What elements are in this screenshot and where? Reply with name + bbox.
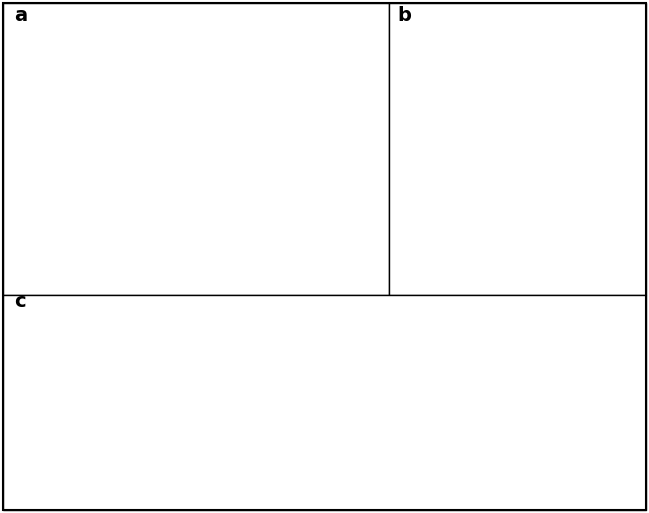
Bar (77, 476, 104, 492)
Text: a: a (14, 6, 27, 25)
Text: c: c (331, 400, 337, 410)
Bar (3, 3, 389, 295)
Text: c: c (14, 292, 26, 311)
Text: : p-PSMS reacted with Trx: : p-PSMS reacted with Trx (349, 452, 484, 462)
Bar (168, 476, 195, 492)
Text: b: b (397, 6, 411, 25)
Text: : c-PSMS activated with EDC: : c-PSMS activated with EDC (349, 374, 499, 384)
Y-axis label: Unbinding Volatge (V): Unbinding Volatge (V) (25, 351, 36, 465)
Bar (260, 477, 287, 492)
Text: Not measurable: Not measurable (193, 313, 262, 322)
Text: b: b (331, 374, 338, 384)
Bar (3, 295, 646, 510)
Text: d: d (331, 426, 338, 436)
Bar (122, 476, 150, 492)
Text: : c-PSMS activated with EDC, NHS, and Peptide: : c-PSMS activated with EDC, NHS, and Pe… (349, 426, 600, 436)
Text: e: e (331, 452, 338, 462)
Text: * Carboxylated PolyStyrene MicroSphere (c-PSMS): * Carboxylated PolyStyrene MicroSphere (… (331, 308, 609, 318)
Text: : c-PSMS activated with EDC and NHS: : c-PSMS activated with EDC and NHS (349, 400, 547, 410)
Text: a: a (331, 348, 338, 358)
Bar (214, 330, 241, 492)
Text: : c-PSMS: : c-PSMS (349, 348, 397, 358)
Bar (389, 3, 646, 295)
Text: (D > 260 V): (D > 260 V) (209, 327, 246, 332)
